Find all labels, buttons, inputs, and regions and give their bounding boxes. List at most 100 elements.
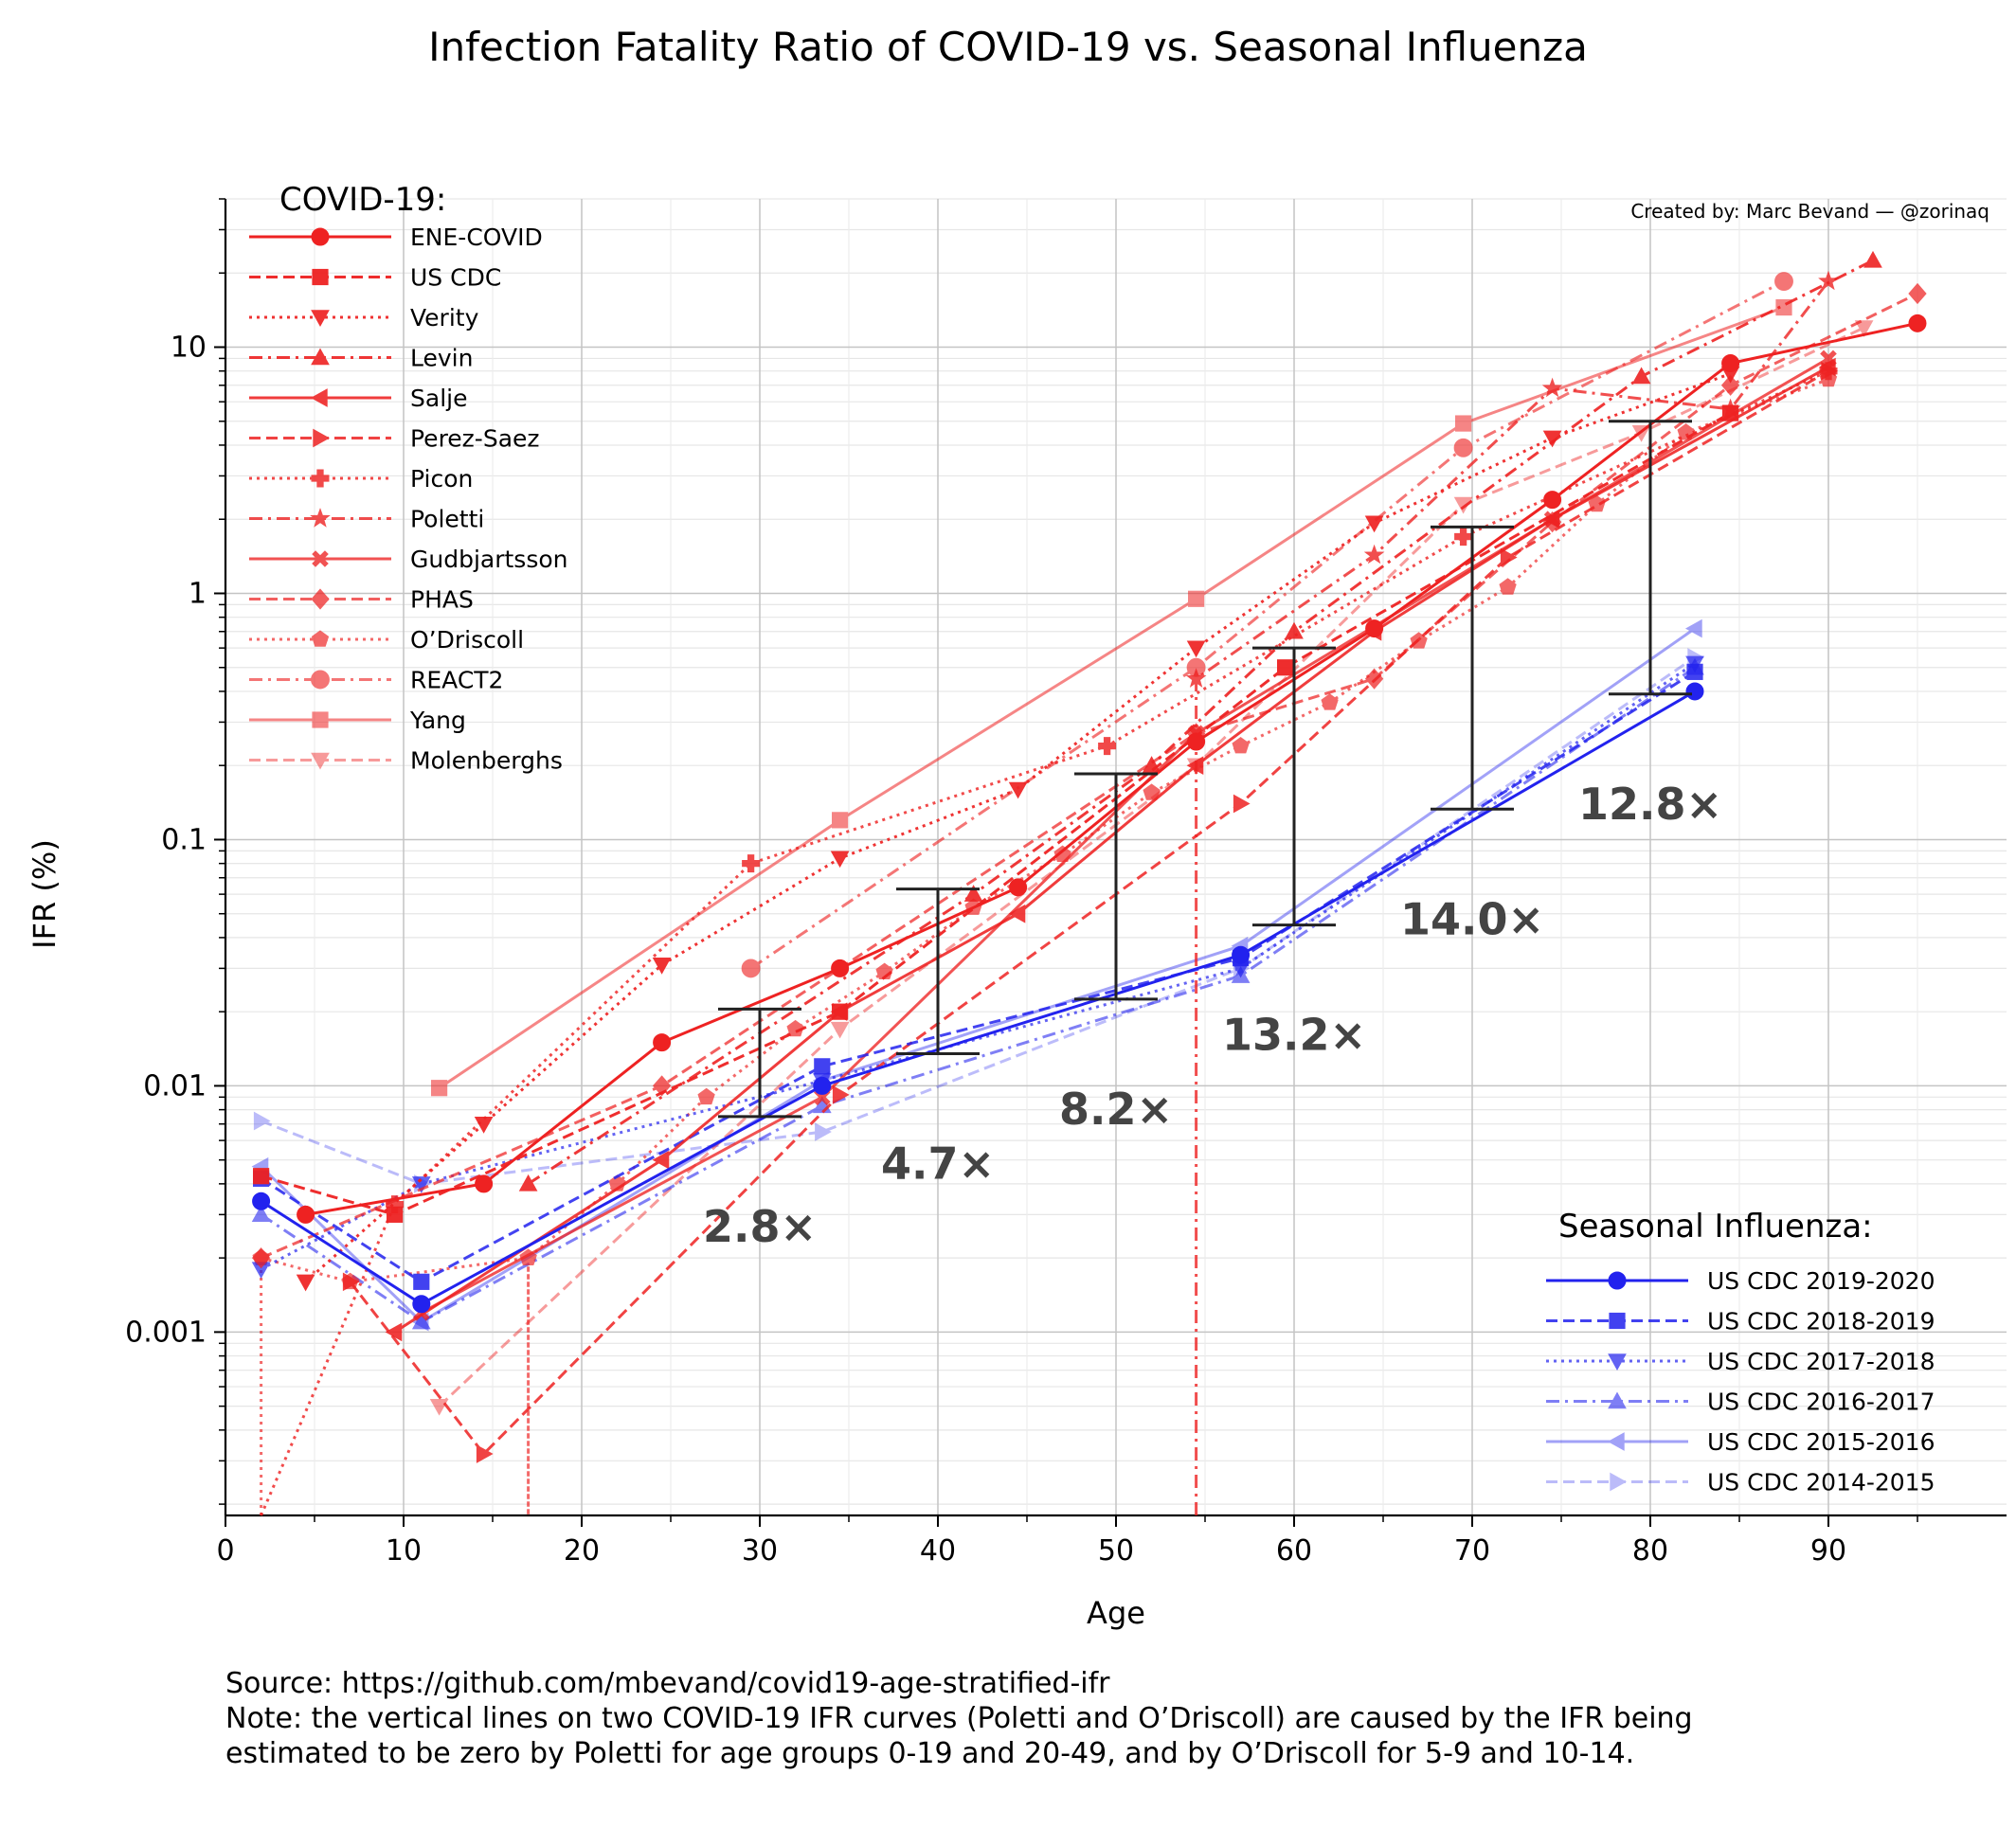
data-point bbox=[1542, 430, 1562, 448]
legend-marker bbox=[1609, 1312, 1626, 1330]
data-point bbox=[815, 1122, 832, 1141]
footnote-note-line-1: Note: the vertical lines on two COVID-19… bbox=[225, 1702, 1693, 1735]
data-point bbox=[1686, 663, 1703, 680]
legend-marker bbox=[1610, 1472, 1628, 1492]
legend-marker bbox=[312, 550, 329, 567]
data-point bbox=[786, 1019, 804, 1037]
legend-item bbox=[249, 388, 391, 407]
data-point bbox=[1187, 732, 1206, 751]
x-tick-label: 40 bbox=[920, 1534, 956, 1568]
legend-item bbox=[1546, 1432, 1688, 1451]
ratio-bar: 14.0× bbox=[1400, 525, 1544, 944]
data-point bbox=[652, 957, 672, 975]
data-point bbox=[1185, 668, 1207, 688]
data-point bbox=[814, 1058, 831, 1075]
data-point bbox=[1143, 783, 1161, 800]
flu-legend-title: Seasonal Influenza: bbox=[1558, 1208, 1873, 1246]
data-point bbox=[1854, 320, 1874, 337]
data-point bbox=[253, 1111, 271, 1131]
series-line bbox=[260, 369, 1829, 1516]
series-line bbox=[260, 671, 1696, 1284]
y-tick-label: 0.01 bbox=[143, 1069, 207, 1102]
series-line bbox=[305, 321, 1918, 1216]
data-point bbox=[411, 1312, 431, 1330]
data-point bbox=[1008, 781, 1028, 799]
series-yang bbox=[431, 298, 1792, 1097]
series-us-cdc-2015-2016 bbox=[251, 618, 1702, 1332]
data-point bbox=[1453, 438, 1473, 457]
data-point bbox=[297, 1205, 315, 1224]
data-point bbox=[1500, 547, 1518, 567]
legend-item bbox=[249, 428, 391, 448]
ratio-bar: 8.2× bbox=[1059, 772, 1173, 1135]
data-point bbox=[1631, 367, 1651, 385]
credit-text: Created by: Marc Bevand — @zorinaq bbox=[1630, 200, 1989, 223]
data-point bbox=[742, 854, 761, 873]
legend-label: Poletti bbox=[410, 506, 484, 533]
data-point bbox=[1818, 357, 1836, 377]
data-point bbox=[1188, 590, 1205, 607]
data-point bbox=[518, 1174, 538, 1192]
legend-marker bbox=[311, 670, 330, 690]
legend-label: US CDC 2017-2018 bbox=[1707, 1348, 1935, 1375]
legend-marker bbox=[311, 469, 330, 488]
data-point bbox=[1684, 618, 1702, 638]
data-point bbox=[251, 1247, 271, 1269]
series-line bbox=[1195, 280, 1830, 1515]
series-lines bbox=[251, 250, 1927, 1516]
y-tick-label: 10 bbox=[171, 332, 207, 365]
legend-marker bbox=[1608, 1391, 1627, 1409]
x-tick-label: 0 bbox=[216, 1534, 234, 1568]
series-gudbjartsson bbox=[412, 349, 1837, 1321]
legend-item bbox=[249, 508, 391, 528]
series-react2 bbox=[741, 272, 1793, 978]
legend-label: Salje bbox=[410, 385, 467, 412]
covid-legend: ENE-COVID US CDC Verity Levin Salje Perez-Sae… bbox=[249, 224, 568, 775]
series-perez-saez bbox=[342, 361, 1839, 1463]
x-tick-label: 80 bbox=[1632, 1534, 1668, 1568]
legend-label: US CDC 2018-2019 bbox=[1707, 1308, 1935, 1335]
x-tick-label: 20 bbox=[564, 1534, 600, 1568]
legend-marker bbox=[1607, 1432, 1625, 1451]
ratio-bar: 4.7× bbox=[881, 887, 995, 1190]
data-point bbox=[253, 1168, 270, 1185]
legend-label: ENE-COVID bbox=[410, 224, 543, 251]
data-point bbox=[1685, 682, 1704, 701]
data-point bbox=[832, 1003, 849, 1020]
data-point bbox=[832, 1084, 850, 1104]
legend-label: Picon bbox=[410, 465, 473, 493]
data-point bbox=[1277, 659, 1294, 676]
legend-item bbox=[249, 227, 391, 246]
data-point bbox=[1542, 510, 1560, 529]
legend-label: US CDC 2015-2016 bbox=[1707, 1428, 1935, 1456]
legend-item bbox=[249, 469, 391, 488]
data-point bbox=[385, 1322, 403, 1342]
data-point bbox=[1541, 377, 1563, 398]
series-line bbox=[260, 378, 1829, 1515]
x-tick-label: 10 bbox=[386, 1534, 422, 1568]
ratio-label: 8.2× bbox=[1059, 1084, 1173, 1135]
series-line bbox=[438, 326, 1865, 1407]
series-levin bbox=[518, 250, 1882, 1192]
legend-item bbox=[249, 550, 391, 567]
legend-item bbox=[249, 630, 391, 647]
legend-label: Levin bbox=[410, 345, 473, 372]
data-point bbox=[1365, 619, 1384, 638]
data-point bbox=[1453, 496, 1473, 514]
ratio-bar: 13.2× bbox=[1222, 646, 1366, 1061]
data-point bbox=[1232, 945, 1251, 964]
data-point bbox=[1721, 354, 1740, 373]
data-point bbox=[1321, 693, 1339, 710]
data-point bbox=[413, 1273, 430, 1290]
legend-marker bbox=[312, 711, 329, 728]
series-line bbox=[261, 411, 1732, 1216]
data-point bbox=[1499, 578, 1517, 595]
series-line bbox=[393, 366, 1829, 1334]
data-point bbox=[1008, 904, 1026, 923]
data-point bbox=[963, 885, 983, 902]
ratio-label: 2.8× bbox=[703, 1201, 817, 1252]
data-point bbox=[1543, 491, 1562, 510]
x-tick-label: 30 bbox=[742, 1534, 778, 1568]
legend-marker bbox=[311, 310, 330, 328]
